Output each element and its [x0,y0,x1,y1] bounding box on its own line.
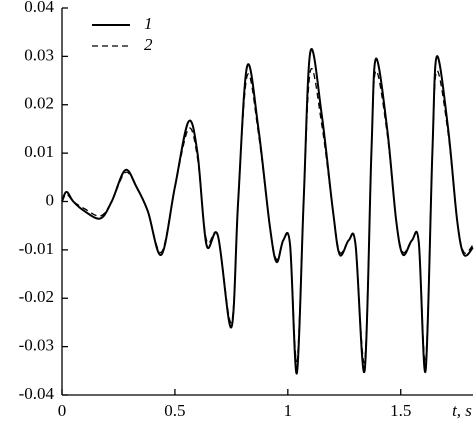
x-tick-label: 1 [284,401,293,420]
x-tick-label: 0.5 [164,401,185,420]
y-tick-label: 0.01 [24,142,54,161]
x-axis-label: t, s [452,401,472,420]
y-tick-label: 0 [46,190,55,209]
x-tick-label: 0 [58,401,67,420]
legend-label: 2 [144,35,153,54]
y-tick-label: 0.04 [24,0,54,16]
y-tick-label: -0.02 [19,287,54,306]
y-tick-label: -0.01 [19,239,54,258]
y-tick-label: 0.03 [24,45,54,64]
y-tick-label: -0.03 [19,336,54,355]
line-series [61,67,474,364]
y-tick-label: -0.04 [19,384,55,403]
x-tick-label: 1.5 [390,401,411,420]
y-tick-label: 0.02 [24,94,54,113]
legend-label: 1 [144,14,153,33]
